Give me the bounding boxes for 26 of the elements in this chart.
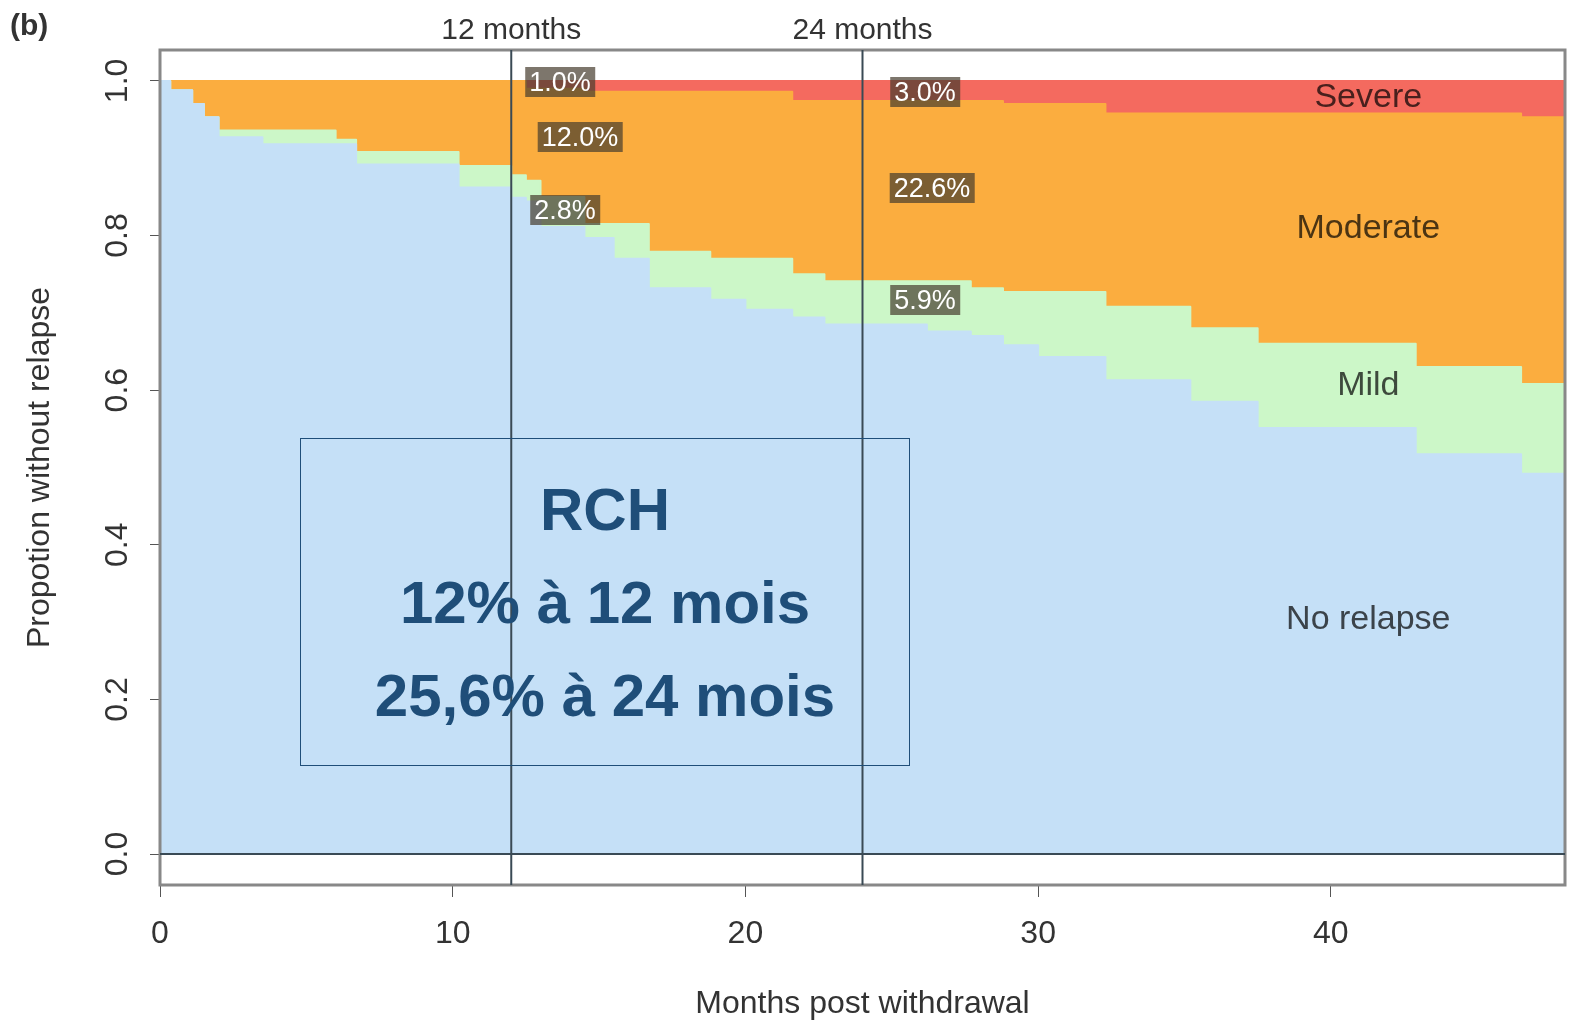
ref-line-label: 24 months [792, 12, 933, 46]
annotation: 12.0% [537, 122, 623, 152]
y-axis-title: Propotion without relapse [19, 286, 56, 649]
y-tick-label: 0.2 [97, 677, 134, 722]
x-tick-label: 0 [151, 914, 169, 951]
x-tick-label: 40 [1313, 914, 1349, 951]
y-tick-label: 1.0 [97, 58, 134, 104]
annotation: 22.6% [889, 173, 975, 203]
annotation: 1.0% [525, 67, 595, 97]
x-tick-label: 30 [1020, 914, 1056, 951]
annotation: 3.0% [890, 77, 960, 107]
series-label: Moderate [1296, 206, 1441, 245]
y-tick-label: 0.8 [97, 213, 134, 258]
annotation: 5.9% [890, 285, 960, 315]
ref-line-label: 12 months [441, 12, 582, 46]
x-axis-title: Months post withdrawal [695, 983, 1030, 1020]
y-tick-label: 0.6 [97, 367, 134, 413]
series-label: No relapse [1286, 598, 1451, 637]
text: (b) [10, 8, 49, 42]
series-label: Mild [1337, 364, 1400, 403]
y-tick-label: 0.4 [97, 522, 134, 568]
x-tick-label: 10 [434, 914, 471, 951]
x-tick-label: 20 [727, 914, 764, 951]
y-tick-label: 0.0 [97, 831, 134, 877]
annotation: 2.8% [530, 195, 600, 225]
series-label: Severe [1314, 75, 1423, 114]
